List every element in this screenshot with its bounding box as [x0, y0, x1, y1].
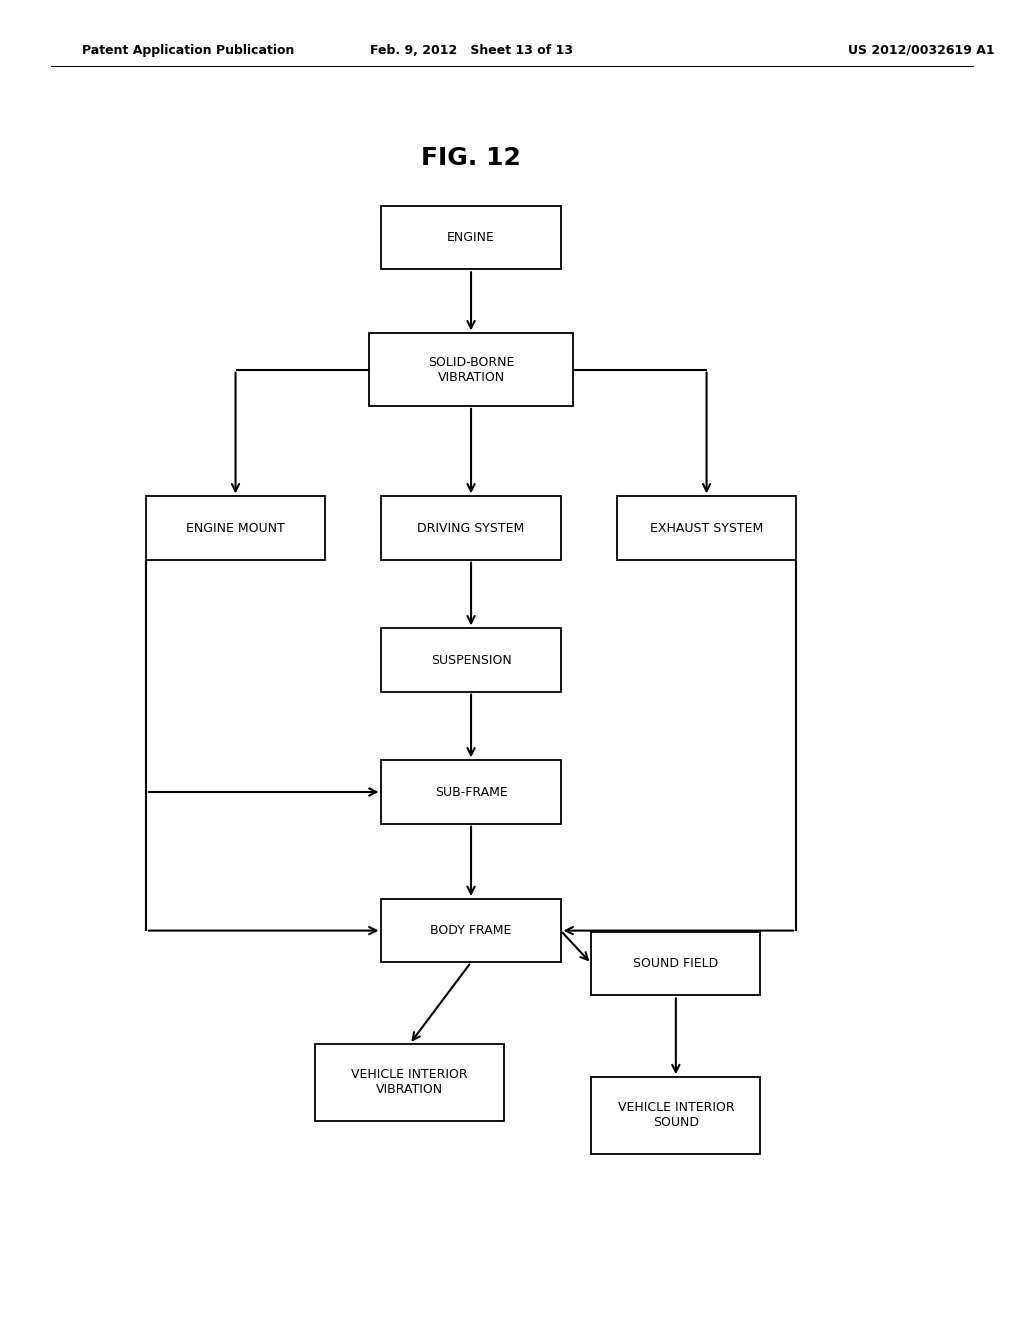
Text: US 2012/0032619 A1: US 2012/0032619 A1	[848, 44, 995, 57]
Text: SOUND FIELD: SOUND FIELD	[633, 957, 719, 970]
Bar	[369, 333, 573, 407]
Bar	[382, 760, 561, 824]
Bar	[315, 1044, 504, 1121]
Text: FIG. 12: FIG. 12	[421, 147, 521, 170]
Text: EXHAUST SYSTEM: EXHAUST SYSTEM	[650, 521, 763, 535]
Text: ENGINE: ENGINE	[447, 231, 495, 244]
Text: BODY FRAME: BODY FRAME	[430, 924, 512, 937]
Text: ENGINE MOUNT: ENGINE MOUNT	[186, 521, 285, 535]
Text: SUSPENSION: SUSPENSION	[431, 653, 511, 667]
Text: SOLID-BORNE
VIBRATION: SOLID-BORNE VIBRATION	[428, 355, 514, 384]
Text: Feb. 9, 2012   Sheet 13 of 13: Feb. 9, 2012 Sheet 13 of 13	[370, 44, 572, 57]
Bar	[592, 1077, 760, 1154]
Bar	[616, 496, 796, 560]
Text: VEHICLE INTERIOR
VIBRATION: VEHICLE INTERIOR VIBRATION	[351, 1068, 468, 1097]
Bar	[382, 628, 561, 692]
Text: DRIVING SYSTEM: DRIVING SYSTEM	[418, 521, 524, 535]
Bar	[592, 932, 760, 995]
Bar	[382, 899, 561, 962]
Bar	[146, 496, 326, 560]
Text: SUB-FRAME: SUB-FRAME	[434, 785, 508, 799]
Bar	[382, 206, 561, 269]
Text: VEHICLE INTERIOR
SOUND: VEHICLE INTERIOR SOUND	[617, 1101, 734, 1130]
Bar	[382, 496, 561, 560]
Text: Patent Application Publication: Patent Application Publication	[82, 44, 294, 57]
